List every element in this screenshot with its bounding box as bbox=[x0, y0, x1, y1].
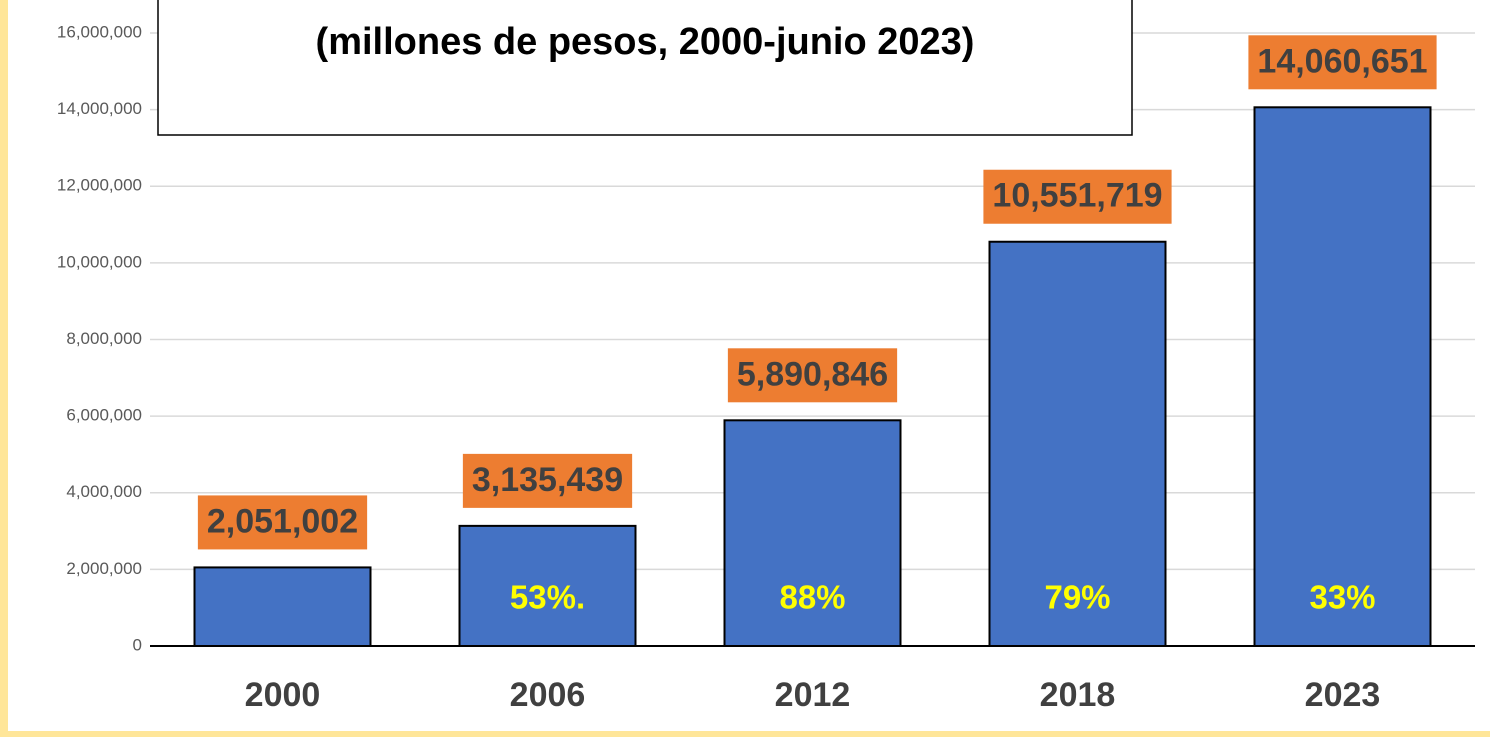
value-label-box bbox=[197, 495, 368, 550]
y-tick-label: 6,000,000 bbox=[66, 406, 142, 425]
bar bbox=[988, 240, 1167, 647]
bar bbox=[458, 524, 637, 647]
y-tick-label: 2,000,000 bbox=[66, 559, 142, 578]
value-label-box bbox=[727, 348, 898, 403]
y-tick-label: 8,000,000 bbox=[66, 329, 142, 348]
value-label: 3,135,439 bbox=[472, 461, 623, 499]
x-tick-label: 2006 bbox=[510, 676, 586, 714]
value-label-box bbox=[462, 453, 633, 508]
y-tick-label: 4,000,000 bbox=[66, 482, 142, 501]
growth-label: 79% bbox=[1044, 579, 1110, 616]
x-tick-label: 2023 bbox=[1305, 676, 1381, 714]
x-tick-label: 2018 bbox=[1040, 676, 1116, 714]
y-tick-label: 12,000,000 bbox=[57, 176, 142, 195]
title-box bbox=[157, 0, 1133, 136]
growth-label: 88% bbox=[779, 579, 845, 616]
value-label: 14,060,651 bbox=[1257, 42, 1427, 80]
bars: 2000 2,051,002 2006 3,135,439 53%. 2012 5,890,… bbox=[150, 35, 1475, 714]
value-label: 5,890,846 bbox=[737, 355, 888, 393]
value-label: 2,051,002 bbox=[207, 502, 358, 540]
y-tick-label: 16,000,000 bbox=[57, 22, 142, 41]
value-label-box bbox=[1248, 35, 1437, 90]
value-label: 10,551,719 bbox=[992, 177, 1162, 215]
growth-label: 53%. bbox=[510, 579, 585, 616]
chart-title: (millones de pesos, 2000-junio 2023) bbox=[316, 21, 975, 63]
growth-label: 33% bbox=[1309, 579, 1375, 616]
y-tick-label: 0 bbox=[133, 635, 142, 654]
y-tick-label: 14,000,000 bbox=[57, 99, 142, 118]
x-tick-label: 2012 bbox=[775, 676, 851, 714]
bar bbox=[193, 566, 372, 647]
bar bbox=[723, 419, 902, 648]
y-tick-label: 10,000,000 bbox=[57, 252, 142, 271]
value-label-box bbox=[983, 169, 1172, 224]
x-tick-label: 2000 bbox=[245, 676, 321, 714]
bar bbox=[1253, 106, 1432, 647]
